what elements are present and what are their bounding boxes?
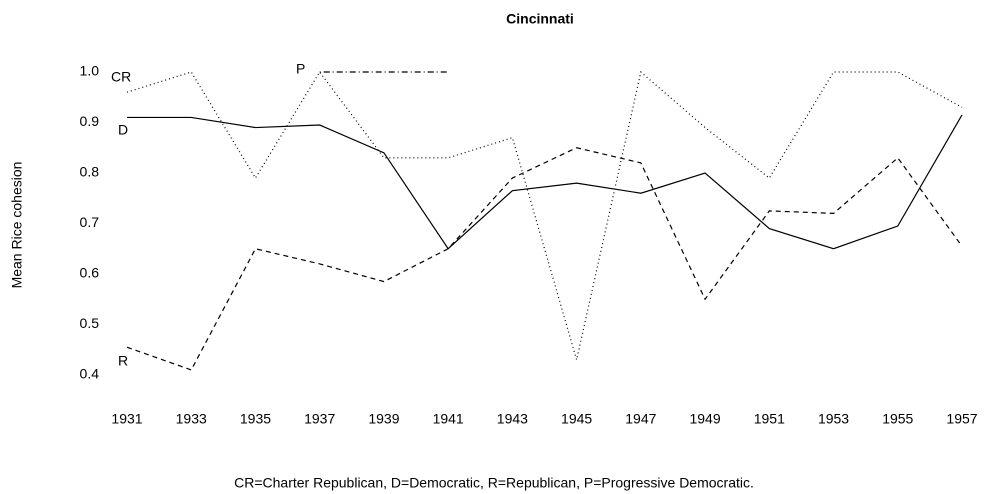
x-tick-label: 1939 [368,411,399,427]
y-tick-label: 0.5 [80,315,100,331]
x-tick-label: 1957 [946,411,977,427]
x-tick-label: 1955 [882,411,913,427]
y-tick-label: 0.4 [80,366,100,382]
x-tick-label: 1943 [497,411,528,427]
series-line [126,70,963,361]
y-tick-label: 1.0 [80,63,100,79]
x-tick-label: 1947 [625,411,656,427]
series-line [126,147,963,371]
x-tick-label: 1937 [304,411,335,427]
y-tick-label: 0.8 [80,164,100,180]
x-tick-label: 1949 [689,411,720,427]
x-tick-label: 1931 [111,411,142,427]
x-tick-label: 1941 [433,411,464,427]
chart-title: Cincinnati [506,11,574,27]
footnote: CR=Charter Republican, D=Democratic, R=R… [234,475,754,491]
y-tick-label: 0.6 [80,265,100,281]
y-axis-label: Mean Rice cohesion [9,162,25,289]
series-label: CR [111,69,131,85]
x-tick-label: 1951 [754,411,785,427]
x-tick-label: 1933 [176,411,207,427]
y-tick-label: 0.9 [80,113,100,129]
x-tick-label: 1953 [818,411,849,427]
series-label: R [118,353,128,369]
series-line [127,114,963,250]
series-label: D [118,122,128,138]
y-tick-label: 0.7 [80,214,100,230]
x-tick-label: 1935 [240,411,271,427]
x-tick-label: 1945 [561,411,592,427]
series-label: P [296,61,305,77]
